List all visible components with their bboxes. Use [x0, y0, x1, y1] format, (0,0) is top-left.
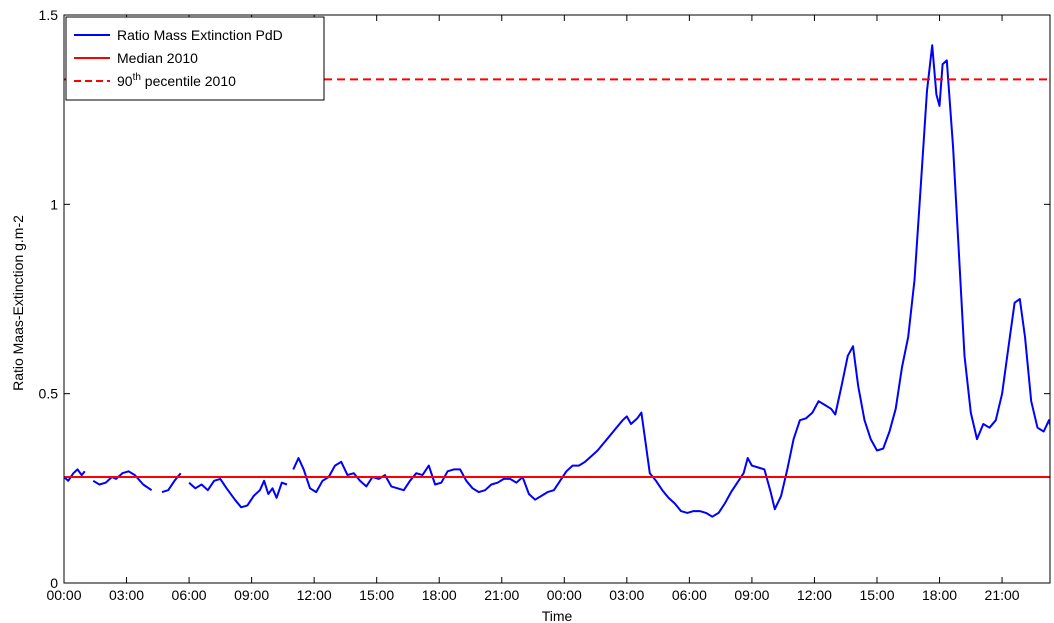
legend-entry: 90th pecentile 2010 — [74, 72, 236, 89]
x-tick-label: 06:00 — [172, 587, 207, 603]
y-axis-title: Ratio Maas-Extinction g.m-2 — [10, 215, 26, 391]
plot-area — [64, 15, 1050, 583]
plot-background — [64, 15, 1050, 583]
x-tick-label: 09:00 — [734, 587, 769, 603]
series-layer — [64, 44, 1050, 518]
legend-label: Ratio Mass Extinction PdD — [117, 27, 283, 43]
legend-label: Median 2010 — [117, 50, 198, 66]
x-tick-label: 03:00 — [609, 587, 644, 603]
x-tick-label: 18:00 — [922, 587, 957, 603]
series-line-ratio-mass-extinction-segment-5 — [292, 44, 1050, 518]
axes-layer: 0 0.5 1 1.5 00:00 03:00 06:00 09:00 12:00 15:00 18… — [39, 7, 1051, 603]
x-tick-label: 06:00 — [672, 587, 707, 603]
x-tick-label: 03:00 — [109, 587, 144, 603]
x-tick-label: 00:00 — [547, 587, 582, 603]
x-tick-label: 18:00 — [422, 587, 457, 603]
x-tick-label: 09:00 — [234, 587, 269, 603]
legend-entry: Median 2010 — [74, 50, 198, 66]
legend-label: 90th pecentile 2010 — [117, 72, 236, 89]
y-tick-label: 0.5 — [39, 386, 59, 402]
x-tick-label: 12:00 — [297, 587, 332, 603]
axes-frame — [63, 14, 1051, 584]
x-tick-label: 21:00 — [484, 587, 519, 603]
x-tick-label: 15:00 — [859, 587, 894, 603]
y-tick-label: 1.5 — [39, 7, 59, 23]
x-axis-title: Time — [542, 608, 573, 623]
x-tick-label: 21:00 — [985, 587, 1020, 603]
series-line-ratio-mass-extinction-segment-1 — [64, 468, 86, 482]
legend-entry: Ratio Mass Extinction PdD — [74, 27, 283, 43]
y-tick-label: 1 — [50, 196, 58, 212]
y-tick-label: 0 — [50, 575, 58, 591]
x-tick-label: 12:00 — [797, 587, 832, 603]
legend: Ratio Mass Extinction PdD Median 2010 90th… — [65, 16, 325, 101]
x-tick-label: 00:00 — [46, 587, 81, 603]
series-line-ratio-mass-extinction-segment-4 — [188, 477, 288, 509]
x-tick-label: 15:00 — [359, 587, 394, 603]
